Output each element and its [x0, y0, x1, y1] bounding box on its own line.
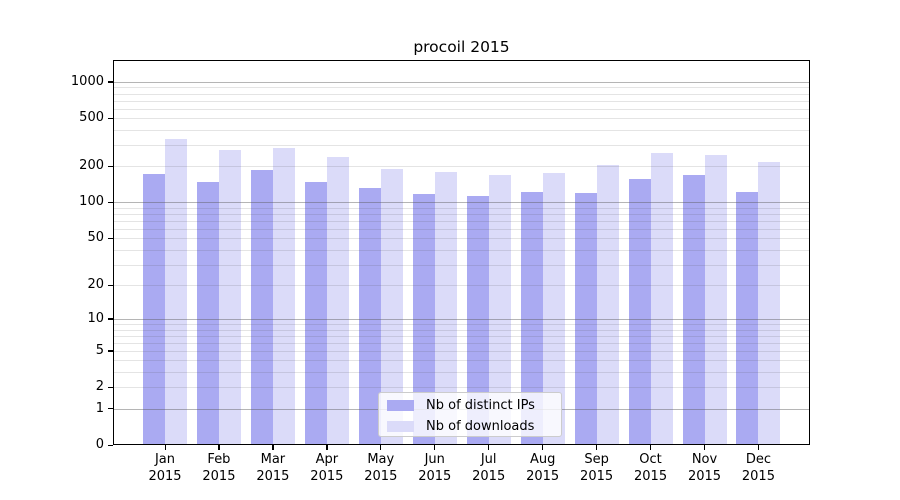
x-tick-dec: [757, 445, 760, 450]
bar-downloads-mar: [272, 148, 295, 444]
bar-distinct-ips-jan: [143, 174, 165, 444]
y-tick-1000: [108, 81, 113, 83]
bar-distinct-ips-oct: [628, 179, 651, 444]
y-tick-label-0: 0: [95, 437, 104, 452]
legend-label-downloads: Nb of downloads: [426, 419, 535, 434]
bar-distinct-ips-may: [358, 188, 381, 444]
gridline-minor-300: [114, 145, 809, 147]
bar-downloads-oct: [650, 153, 673, 444]
bar-downloads-sep: [596, 164, 619, 444]
legend-swatch-downloads: [387, 421, 414, 432]
y-tick-50: [108, 237, 113, 240]
x-tick-jul: [488, 445, 490, 450]
x-tick-label-dec: Dec 2015: [741, 452, 775, 484]
y-tick-5: [108, 350, 113, 352]
bar-distinct-ips-feb: [196, 182, 219, 444]
x-tick-label-feb: Feb 2015: [202, 452, 236, 484]
x-tick-label-oct: Oct 2015: [634, 452, 668, 484]
y-tick-label-100: 100: [79, 194, 104, 210]
gridline-minor-800: [114, 93, 809, 95]
x-tick-feb: [218, 445, 220, 450]
gridline-minor-700: [114, 100, 809, 102]
y-tick-2: [108, 386, 113, 388]
bar-distinct-ips-apr: [304, 182, 327, 444]
x-tick-label-may: May 2015: [364, 452, 398, 484]
y-tick-label-2: 2: [95, 379, 104, 395]
y-tick-500: [108, 117, 113, 119]
bar-distinct-ips-jun: [412, 193, 435, 444]
y-tick-label-200: 200: [79, 158, 104, 174]
y-tick-label-5: 5: [95, 342, 104, 358]
bar-distinct-ips-jul: [466, 196, 489, 444]
bar-downloads-dec: [758, 161, 781, 444]
y-tick-label-1000: 1000: [70, 73, 104, 89]
x-tick-label-jun: Jun 2015: [418, 452, 452, 484]
bar-distinct-ips-mar: [250, 170, 273, 444]
bar-downloads-aug: [542, 173, 565, 444]
y-tick-label-10: 10: [87, 310, 104, 326]
bar-downloads-jul: [488, 175, 511, 444]
x-tick-label-jan: Jan 2015: [148, 452, 182, 484]
bar-distinct-ips-nov: [682, 175, 705, 444]
y-tick-label-1: 1: [95, 400, 104, 416]
x-tick-aug: [542, 445, 544, 450]
y-tick-100: [108, 201, 113, 204]
y-tick-1: [108, 408, 113, 410]
x-tick-mar: [272, 445, 274, 450]
x-tick-nov: [704, 445, 706, 450]
legend: Nb of distinct IPs Nb of downloads: [378, 392, 562, 437]
bar-downloads-feb: [218, 149, 241, 444]
gridline-major-1000: [114, 81, 809, 83]
x-tick-oct: [650, 445, 652, 450]
bar-distinct-ips-aug: [520, 191, 543, 444]
legend-swatch-distinct-ips: [387, 400, 414, 411]
y-tick-20: [108, 284, 113, 286]
y-tick-label-20: 20: [87, 277, 104, 292]
x-tick-jan: [164, 445, 166, 450]
y-tick-label-50: 50: [87, 230, 104, 246]
bar-downloads-apr: [326, 156, 349, 444]
y-tick-label-500: 500: [79, 110, 104, 126]
x-tick-label-apr: Apr 2015: [310, 452, 344, 484]
x-tick-may: [380, 445, 382, 450]
legend-item-distinct-ips: Nb of distinct IPs: [379, 398, 561, 413]
gridline-minor-400: [114, 130, 809, 132]
legend-item-downloads: Nb of downloads: [379, 419, 561, 434]
gridline-minor-500: [114, 118, 809, 120]
x-tick-sep: [596, 445, 598, 450]
bar-distinct-ips-sep: [574, 193, 597, 444]
gridline-minor-900: [114, 87, 809, 89]
bar-distinct-ips-dec: [736, 191, 759, 444]
x-tick-label-mar: Mar 2015: [256, 452, 290, 484]
x-tick-label-nov: Nov 2015: [687, 452, 722, 484]
chart-title: procoil 2015: [413, 38, 510, 56]
x-tick-label-aug: Aug 2015: [526, 452, 560, 484]
bar-downloads-jun: [434, 172, 457, 444]
y-tick-10: [108, 318, 113, 320]
x-tick-apr: [326, 445, 328, 450]
x-tick-label-jul: Jul 2015: [472, 452, 506, 484]
y-tick-0: [108, 444, 113, 446]
bar-downloads-nov: [704, 155, 727, 444]
x-tick-jun: [434, 445, 436, 450]
bar-downloads-jan: [165, 138, 187, 444]
x-tick-label-sep: Sep 2015: [580, 452, 614, 484]
gridline-minor-600: [114, 108, 809, 110]
bar-downloads-may: [380, 168, 403, 444]
y-tick-200: [108, 165, 113, 167]
legend-label-distinct-ips: Nb of distinct IPs: [426, 398, 535, 413]
